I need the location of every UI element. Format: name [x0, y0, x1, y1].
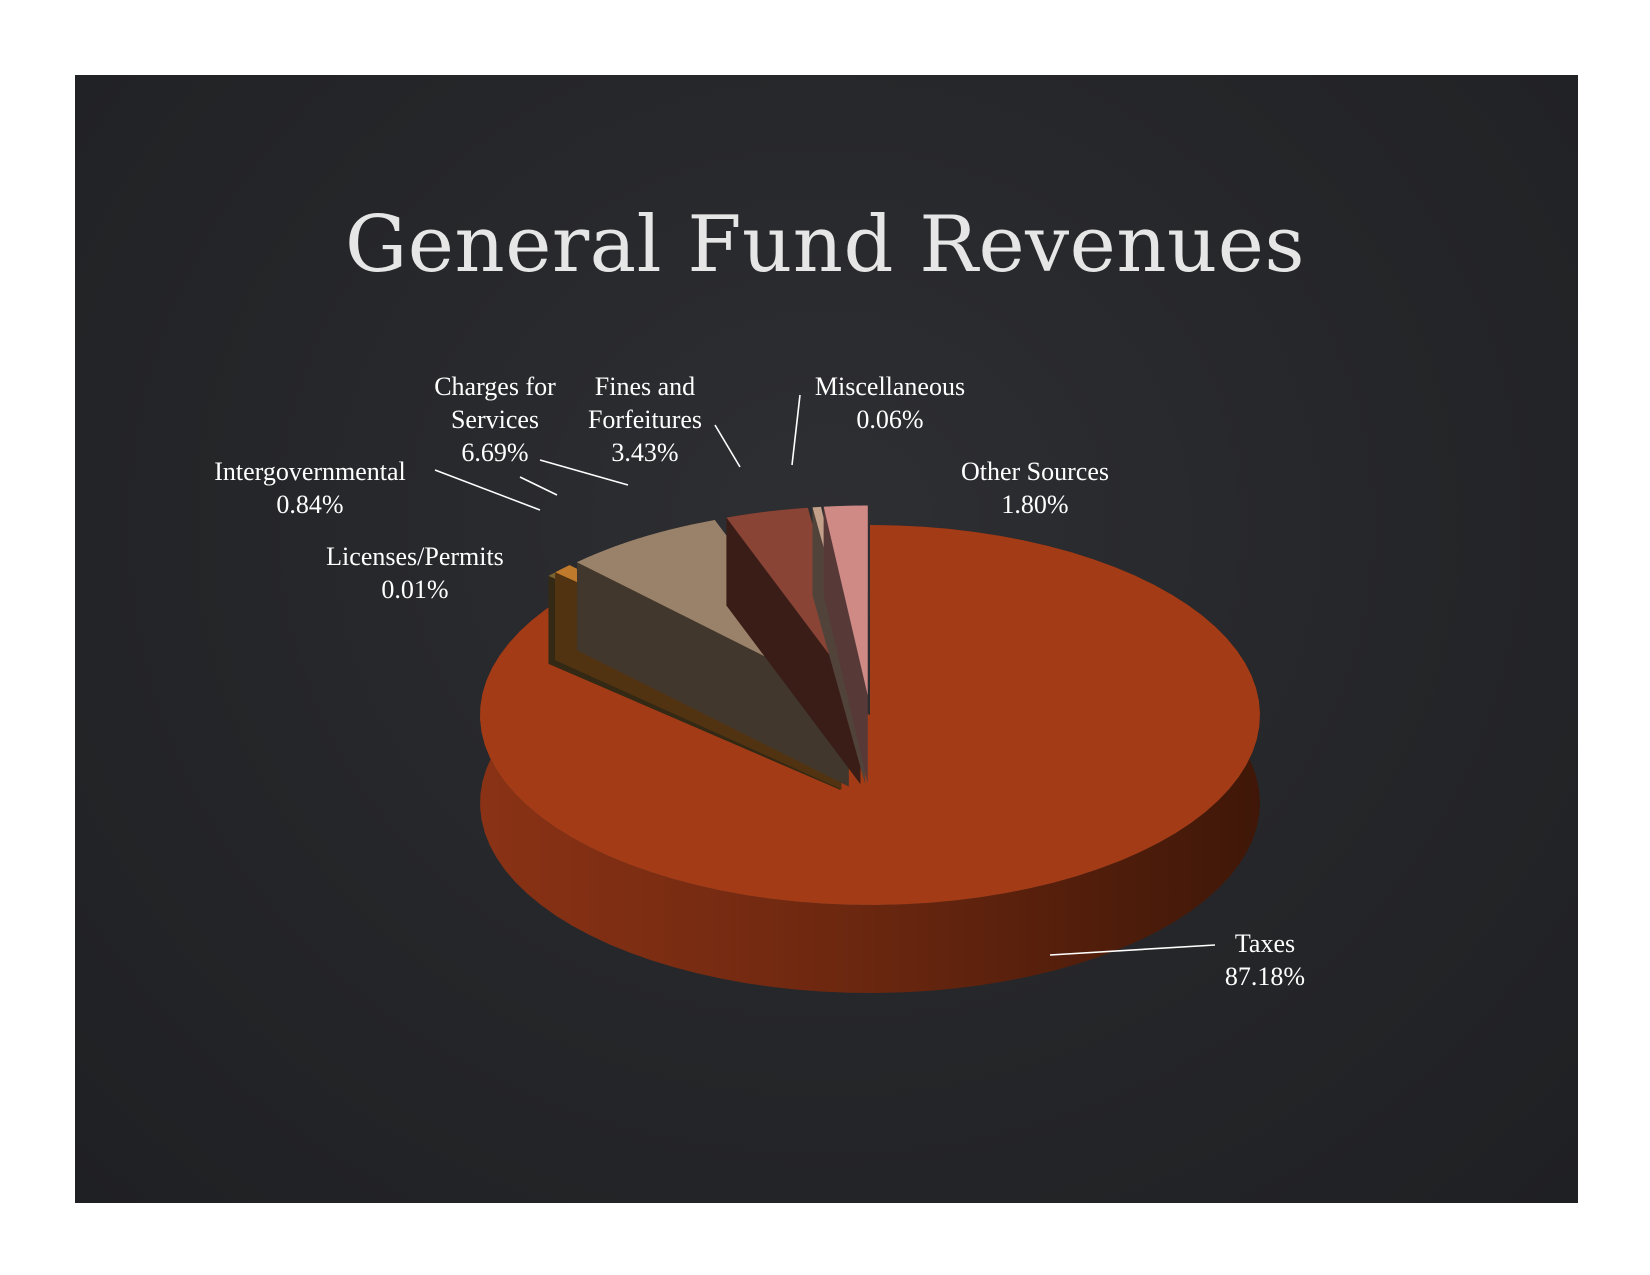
page-title: General Fund Revenues — [345, 200, 1305, 290]
label-fines-and-forfeitures-line1: Fines and — [594, 372, 696, 401]
label-licenses-permits-pct: 0.01% — [381, 575, 449, 604]
label-taxes: Taxes 87.18% — [1190, 927, 1340, 993]
pie-slice-side — [823, 506, 868, 784]
label-fines-and-forfeitures-line2: Forfeitures — [587, 405, 703, 434]
label-fines-and-forfeitures-pct: 3.43% — [611, 438, 679, 467]
label-charges-for-services-pct: 6.69% — [461, 438, 529, 467]
label-charges-for-services-line2: Services — [450, 405, 540, 434]
label-licenses-permits-name: Licenses/Permits — [326, 542, 504, 571]
pie-slice-top — [480, 525, 1260, 905]
label-miscellaneous: Miscellaneous 0.06% — [795, 370, 985, 436]
label-other-sources-pct: 1.80% — [1001, 490, 1069, 519]
pie-slice-side — [576, 562, 849, 787]
label-fines-and-forfeitures: Fines and Forfeitures 3.43% — [570, 370, 720, 469]
label-charges-for-services-line1: Charges for — [434, 372, 556, 401]
leader-line-6 — [791, 394, 801, 466]
label-intergovernmental-pct: 0.84% — [276, 490, 344, 519]
label-licenses-permits: Licenses/Permits 0.01% — [300, 540, 530, 606]
leader-line-4 — [539, 459, 629, 486]
pie-slice-top — [726, 507, 861, 697]
label-miscellaneous-name: Miscellaneous — [814, 372, 966, 401]
label-intergovernmental-name: Intergovernmental — [214, 457, 406, 486]
leader-line-2 — [519, 476, 558, 496]
label-other-sources-name: Other Sources — [960, 457, 1109, 486]
pie-slice-other-sources — [823, 505, 868, 784]
leader-line-5 — [714, 424, 741, 468]
label-intergovernmental: Intergovernmental 0.84% — [190, 455, 430, 521]
leader-line-1 — [1049, 944, 1216, 956]
leader-line-3 — [434, 469, 541, 511]
label-miscellaneous-pct: 0.06% — [856, 405, 924, 434]
label-charges-for-services: Charges for Services 6.69% — [410, 370, 580, 469]
pie-slice-top — [823, 505, 868, 696]
pie-slice-side — [726, 517, 861, 785]
label-other-sources: Other Sources 1.80% — [930, 455, 1140, 521]
label-taxes-name: Taxes — [1234, 929, 1296, 958]
label-taxes-pct: 87.18% — [1224, 962, 1306, 991]
